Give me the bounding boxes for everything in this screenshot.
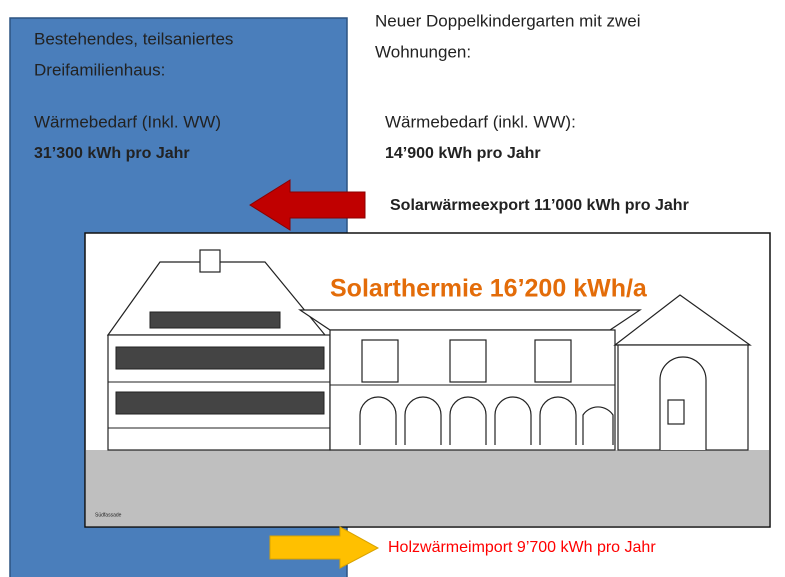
left-title-1: Bestehendes, teilsaniertes [34,29,233,48]
right-title-1: Neuer Doppelkindergarten mit zwei [375,11,641,30]
export-arrow [249,179,366,231]
facade-label: Südfassade [95,512,122,518]
solar-label: Solarthermie 16’200 kWh/a [330,275,648,303]
right-demand-label: Wärmebedarf (inkl. WW): [385,112,576,131]
building-drawing: Südfassade [84,232,771,528]
right-demand-value: 14’900 kWh pro Jahr [385,145,541,162]
right-title-2: Wohnungen: [375,42,471,61]
import-label: Holzwärmeimport 9’700 kWh pro Jahr [388,539,656,556]
left-demand-label: Wärmebedarf (Inkl. WW) [34,112,221,131]
left-title-2: Dreifamilienhaus: [34,60,165,79]
import-arrow [269,526,380,569]
left-demand-value: 31’300 kWh pro Jahr [34,145,190,162]
export-label: Solarwärmeexport 11’000 kWh pro Jahr [390,197,689,214]
